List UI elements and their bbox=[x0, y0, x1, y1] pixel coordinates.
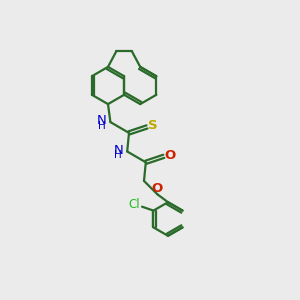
Text: N: N bbox=[97, 114, 106, 128]
Text: Cl: Cl bbox=[128, 197, 140, 211]
Text: S: S bbox=[148, 119, 158, 132]
Text: H: H bbox=[114, 150, 122, 161]
Text: O: O bbox=[165, 148, 176, 162]
Text: H: H bbox=[98, 121, 105, 131]
Text: N: N bbox=[113, 144, 123, 157]
Text: O: O bbox=[151, 182, 162, 195]
